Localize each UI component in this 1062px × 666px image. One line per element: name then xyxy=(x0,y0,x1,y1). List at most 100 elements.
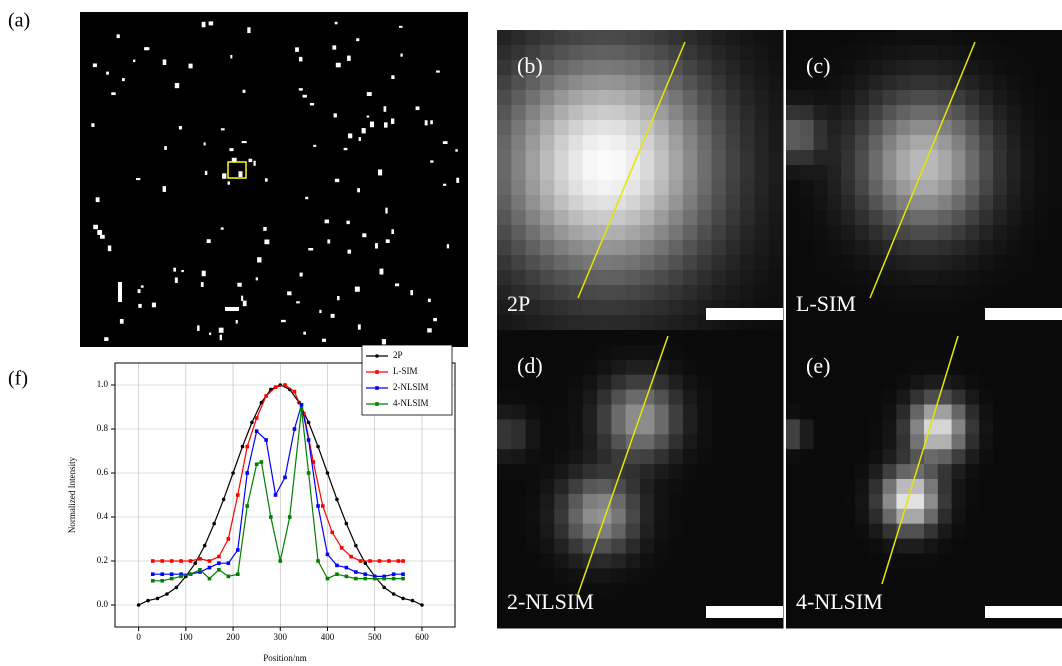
pixel xyxy=(625,150,641,166)
pixel xyxy=(1048,508,1062,525)
pixel xyxy=(813,210,828,226)
pixel xyxy=(827,389,842,405)
pixel xyxy=(868,315,884,331)
pixel xyxy=(951,434,966,450)
pixel xyxy=(1048,60,1062,76)
pixel xyxy=(979,464,994,480)
pixel xyxy=(611,195,627,211)
spot xyxy=(121,78,125,82)
pixel xyxy=(768,330,784,346)
pixel xyxy=(568,285,584,301)
pixel xyxy=(868,538,884,554)
pixel xyxy=(993,225,1008,241)
pixel xyxy=(993,404,1008,420)
pixel xyxy=(1034,285,1049,301)
pixel xyxy=(827,240,842,256)
point xyxy=(420,603,424,607)
pixel xyxy=(799,180,815,196)
spot xyxy=(144,47,149,51)
pixel xyxy=(813,225,828,241)
legend-label: L-SIM xyxy=(393,366,418,376)
pixel xyxy=(1006,30,1022,46)
pixel xyxy=(951,523,966,540)
pixel xyxy=(1020,30,1035,46)
pixel xyxy=(668,374,684,391)
spot xyxy=(229,148,234,152)
pixel xyxy=(539,464,555,480)
spot xyxy=(227,181,230,185)
pixel xyxy=(1048,374,1062,391)
point xyxy=(299,403,304,407)
pixel xyxy=(554,120,569,136)
pixel xyxy=(725,583,741,599)
pixel xyxy=(841,598,856,614)
spots xyxy=(91,21,460,345)
pixel xyxy=(813,105,828,121)
pixel xyxy=(896,568,911,584)
pixel xyxy=(1048,285,1062,301)
pixel xyxy=(725,344,741,361)
pixel xyxy=(965,270,980,286)
point xyxy=(363,572,368,576)
image-caption: 4-NLSIM xyxy=(796,589,883,614)
pixel xyxy=(910,120,925,136)
pixel xyxy=(1006,240,1022,256)
pixel xyxy=(497,210,512,226)
pixel xyxy=(979,493,994,510)
spot xyxy=(308,247,314,251)
pixel xyxy=(841,523,856,540)
pixel xyxy=(882,150,897,166)
pixel xyxy=(1048,344,1062,361)
pixel xyxy=(1048,538,1062,554)
pixel xyxy=(511,449,527,465)
pixel xyxy=(711,583,727,599)
pixel xyxy=(768,225,784,241)
pixel xyxy=(855,493,870,510)
pixel xyxy=(827,449,842,465)
pixel xyxy=(668,120,684,136)
pixel xyxy=(937,315,953,331)
pixel xyxy=(910,60,925,76)
pixel xyxy=(924,330,939,346)
pixel xyxy=(768,105,784,121)
point xyxy=(150,579,155,583)
pixel xyxy=(668,195,684,211)
y-tick-label: 0.2 xyxy=(97,555,108,565)
pixel xyxy=(611,330,627,346)
pixel xyxy=(525,419,541,435)
spot xyxy=(299,272,303,277)
pixel xyxy=(697,210,712,226)
pixel xyxy=(697,195,712,211)
pixel xyxy=(910,285,925,301)
point xyxy=(391,576,396,581)
pixel xyxy=(1048,225,1062,241)
pixel xyxy=(539,105,555,121)
pixel xyxy=(1048,240,1062,256)
pixel xyxy=(937,285,953,301)
pixel xyxy=(841,75,856,91)
pixel xyxy=(654,419,670,435)
pixel xyxy=(568,389,584,405)
y-tick-label: 0.0 xyxy=(97,599,109,609)
y-tick-label: 0.8 xyxy=(97,423,109,433)
spot xyxy=(230,54,233,59)
pixel xyxy=(937,523,953,540)
chart: 0 100 200 300 400 500 6000.00.20.40.60.81.0Pos… xyxy=(67,344,456,663)
pixel xyxy=(868,45,884,61)
pixel xyxy=(768,583,784,599)
pixel xyxy=(497,300,512,316)
pixel xyxy=(740,508,755,525)
pixel xyxy=(786,523,801,540)
pixel xyxy=(1048,583,1062,599)
pixel xyxy=(740,330,755,346)
pixel xyxy=(740,449,755,465)
pixel xyxy=(525,60,541,76)
pixel xyxy=(754,359,770,376)
pixel xyxy=(786,359,801,376)
pixel xyxy=(768,449,784,465)
pixel xyxy=(965,75,980,91)
pixel xyxy=(1020,419,1035,435)
pixel xyxy=(711,359,727,376)
pixel xyxy=(568,598,584,614)
pixel xyxy=(924,419,939,435)
